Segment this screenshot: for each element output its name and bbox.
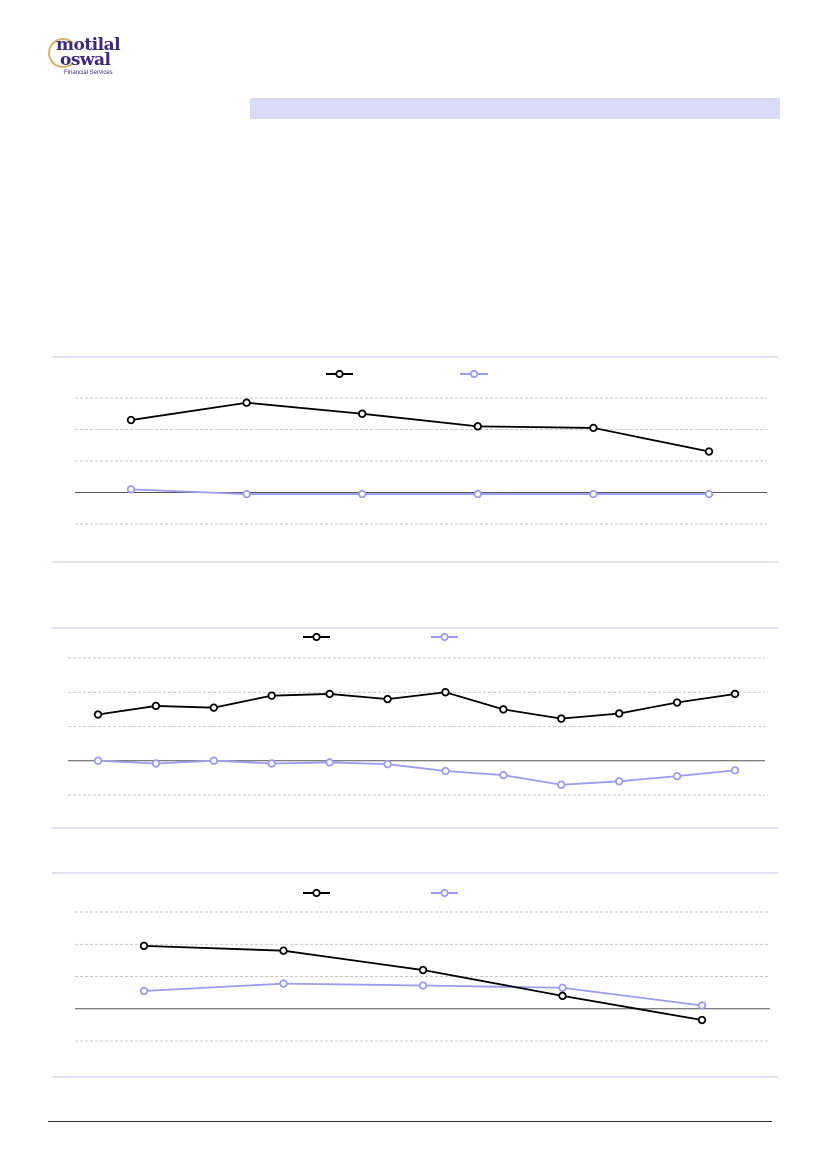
chart-2-series-1-point [441, 688, 450, 697]
chart-2-series-1-point [383, 694, 392, 704]
logo-subtitle: Financial Services [64, 70, 113, 76]
chart-1-series-1-point [589, 423, 598, 433]
chart-2-series-1-point [93, 710, 103, 719]
chart-2-series-1-point [267, 691, 276, 700]
chart-2-series-2-point [151, 759, 161, 768]
chart-1-series-2-point [473, 489, 482, 499]
chart-2-series-2-point [730, 766, 740, 775]
chart-3-series-1-point [418, 965, 428, 975]
chart-2-legend-marker-2 [440, 632, 449, 642]
chart-2-series-1-point [499, 705, 508, 714]
chart-3-series-2-point [139, 986, 149, 996]
chart-2-legend-marker-1 [312, 632, 321, 642]
chart-1-series-2-point [242, 489, 251, 499]
chart-1-legend-marker-2 [469, 369, 479, 379]
chart-2-series-1-point [325, 689, 334, 699]
chart-2-series-1-point [730, 689, 740, 699]
chart-1-series-1-point [704, 447, 714, 456]
chart-2-series-1-point [557, 714, 566, 723]
chart-2-series-1-point [151, 701, 161, 711]
chart-2-series-2-point [614, 777, 624, 786]
chart-1-series-2-point [126, 485, 136, 494]
chart-1-series-1-point [126, 415, 136, 425]
chart-3-series-1-point [558, 991, 567, 1001]
chart-1-series-1-point [242, 398, 251, 407]
chart-2-series-2-point [557, 780, 566, 789]
chart-2-series-1-point [614, 709, 624, 718]
chart-3-series-1-point [279, 946, 288, 955]
company-logo: motilal oswal Financial Services [48, 37, 138, 83]
chart-2-series-1-point [672, 698, 682, 707]
chart-3-legend-marker-1 [312, 888, 321, 898]
chart-3-series-2-point [697, 1001, 707, 1010]
logo-text-line2: oswal [60, 50, 111, 70]
chart-3-series-2-point [279, 979, 288, 988]
chart-3-series-2-point [418, 981, 428, 990]
logo-ring-icon [48, 38, 78, 68]
chart-2-series-1-line [97, 691, 736, 720]
chart-1-series-1-point [473, 422, 482, 431]
chart-1-series-2-point [704, 489, 714, 499]
chart-1-legend-marker-1 [335, 369, 344, 379]
chart-2-series-2-point [383, 759, 392, 769]
chart-1-series-1-line [130, 401, 710, 453]
chart-2-series-2-point [499, 770, 508, 780]
chart-1-series-1-point [358, 409, 367, 418]
chart-3-series-2-point [558, 983, 567, 992]
chart-2-series-2-point [209, 756, 219, 765]
chart-3-series-1-point [697, 1015, 707, 1025]
section-header-bar [250, 98, 780, 119]
footer-rule [48, 1121, 772, 1122]
chart-1-series-2-point [589, 489, 598, 499]
chart-2-series-2-point [267, 759, 276, 768]
chart-3-series-1-point [139, 941, 149, 951]
chart-1-series-2-point [358, 489, 367, 499]
chart-2-series-2-point [93, 756, 103, 765]
chart-3-legend-marker-2 [440, 888, 449, 898]
chart-2-series-2-point [441, 766, 450, 776]
chart-2-series-2-point [325, 758, 334, 767]
chart-2-series-1-point [209, 703, 219, 712]
chart-2-series-2-point [672, 771, 682, 781]
chart-1-series-2-line [130, 488, 709, 495]
chart-2-series-2-line [97, 759, 736, 786]
logo-text-line1: motilal [56, 35, 121, 55]
